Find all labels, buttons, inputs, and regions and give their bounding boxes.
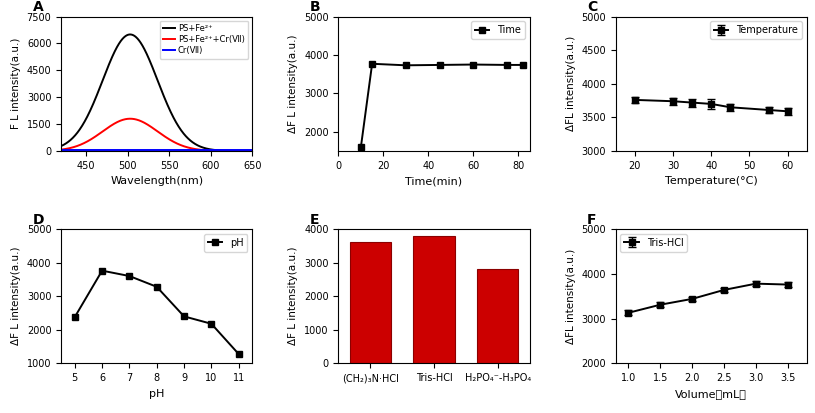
X-axis label: Temperature(°C): Temperature(°C): [665, 176, 758, 186]
pH: [179, 314, 189, 319]
Bar: [477, 269, 518, 363]
Legend: PS+Fe²⁺, PS+Fe²⁺+Cr(Ⅶ), Cr(Ⅶ): PS+Fe²⁺, PS+Fe²⁺+Cr(Ⅶ), Cr(Ⅶ): [160, 21, 249, 59]
Cr(Ⅶ): [105, 148, 115, 153]
Legend: pH: pH: [204, 234, 248, 252]
Bar: [413, 236, 455, 363]
Time: [368, 61, 377, 66]
Text: D: D: [33, 213, 44, 227]
PS+Fe²⁺+Cr(Ⅶ): [56, 147, 66, 152]
PS+Fe²⁺+Cr(Ⅶ): [105, 123, 115, 128]
pH: [206, 321, 216, 326]
Y-axis label: ΔF L intensity(a.u.): ΔF L intensity(a.u.): [11, 247, 21, 345]
Time: [502, 62, 512, 67]
Y-axis label: ΔF L intensity(a.u.): ΔF L intensity(a.u.): [289, 247, 298, 345]
PS+Fe²⁺: [184, 137, 194, 142]
PS+Fe²⁺+Cr(Ⅶ): [170, 140, 179, 145]
Bar: [350, 242, 391, 363]
Legend: Tris-HCl: Tris-HCl: [620, 234, 687, 252]
PS+Fe²⁺: [170, 116, 179, 121]
PS+Fe²⁺: [56, 144, 66, 149]
Cr(Ⅶ): [200, 148, 210, 153]
Time: [356, 145, 366, 150]
PS+Fe²⁺+Cr(Ⅶ): [143, 122, 153, 127]
Time: [434, 62, 444, 67]
pH: [152, 284, 161, 289]
X-axis label: Time(min): Time(min): [405, 176, 463, 186]
X-axis label: Volume（mL）: Volume（mL）: [676, 389, 747, 399]
Text: E: E: [310, 213, 319, 227]
Legend: Time: Time: [471, 21, 525, 39]
Time: [469, 62, 478, 67]
pH: [234, 351, 244, 356]
PS+Fe²⁺+Cr(Ⅶ): [200, 148, 210, 153]
Cr(Ⅶ): [184, 148, 194, 153]
Line: PS+Fe²⁺: PS+Fe²⁺: [61, 34, 253, 151]
PS+Fe²⁺: [90, 97, 100, 102]
Cr(Ⅶ): [143, 148, 152, 153]
Text: B: B: [310, 0, 320, 14]
PS+Fe²⁺+Cr(Ⅶ): [184, 145, 194, 150]
Line: Time: Time: [358, 61, 526, 150]
PS+Fe²⁺: [105, 59, 115, 64]
PS+Fe²⁺: [200, 146, 210, 151]
Line: PS+Fe²⁺+Cr(Ⅶ): PS+Fe²⁺+Cr(Ⅶ): [61, 119, 253, 151]
Text: A: A: [33, 0, 43, 14]
Y-axis label: ΔFL intensity(a.u.): ΔFL intensity(a.u.): [566, 249, 575, 344]
X-axis label: pH: pH: [149, 389, 165, 399]
PS+Fe²⁺+Cr(Ⅶ): [126, 116, 135, 121]
Time: [518, 62, 528, 67]
Cr(Ⅶ): [90, 148, 100, 153]
PS+Fe²⁺+Cr(Ⅶ): [248, 149, 258, 154]
Cr(Ⅶ): [56, 148, 66, 153]
PS+Fe²⁺: [248, 149, 258, 154]
Y-axis label: ΔFL intensity(a.u.): ΔFL intensity(a.u.): [566, 36, 575, 131]
Cr(Ⅶ): [248, 148, 258, 153]
pH: [70, 315, 80, 320]
Y-axis label: ΔF L intensity(a.u.): ΔF L intensity(a.u.): [289, 35, 298, 133]
PS+Fe²⁺: [126, 32, 135, 37]
pH: [125, 273, 134, 278]
Legend: Temperature: Temperature: [710, 21, 802, 39]
Cr(Ⅶ): [169, 148, 178, 153]
Time: [401, 63, 411, 68]
Line: pH: pH: [72, 268, 241, 357]
PS+Fe²⁺+Cr(Ⅶ): [90, 134, 100, 139]
X-axis label: Wavelength(nm): Wavelength(nm): [110, 176, 203, 186]
Text: F: F: [587, 213, 597, 227]
pH: [97, 268, 107, 273]
Y-axis label: F L intensity(a.u.): F L intensity(a.u.): [11, 38, 21, 129]
Text: C: C: [587, 0, 597, 14]
PS+Fe²⁺: [143, 54, 153, 59]
